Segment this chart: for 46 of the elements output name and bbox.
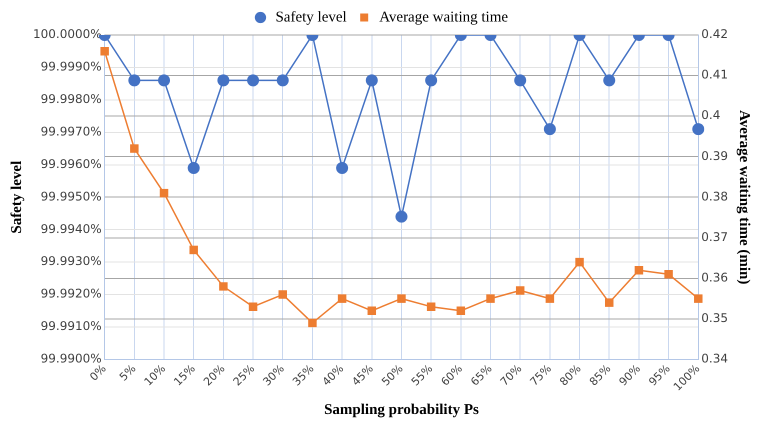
y-tick-label: 99.9950% (40, 189, 102, 204)
y-tick-label: 99.9920% (40, 286, 102, 301)
point (100, 46, 109, 56)
y-tick-label: 99.9910% (40, 319, 102, 334)
point (189, 246, 198, 254)
y2-tick-label: 0.36 (701, 270, 728, 284)
point (546, 294, 554, 303)
point (634, 266, 644, 274)
point (338, 294, 346, 303)
y2-tick-label: 0.34 (701, 352, 728, 366)
point (219, 282, 228, 291)
y-tick-label: 99.9960% (40, 156, 102, 171)
point (694, 294, 703, 303)
y-tick-label: 99.9970% (40, 124, 102, 138)
y-tick-label: 99.9930% (40, 254, 102, 268)
y-tick-label: 100.0000% (32, 27, 102, 42)
point (516, 286, 524, 295)
point (486, 294, 495, 303)
y-tick-label: 99.9940% (40, 222, 102, 236)
y2-tick-label: 0.4 (701, 108, 720, 122)
y2-tick-label: 0.37 (701, 230, 728, 244)
y2-axis-title: Average waiting time (min) (736, 110, 752, 284)
point (426, 302, 436, 311)
y2-tick-label: 0.42 (701, 27, 728, 42)
point (160, 188, 168, 198)
y-axis-title: Safety level (8, 160, 25, 234)
x-tick-label: 5% (116, 362, 138, 384)
legend-label: Average waiting time (379, 9, 508, 26)
y2-tick-label: 0.41 (701, 68, 728, 82)
y2-tick-label: 0.39 (701, 148, 728, 163)
point (308, 318, 317, 328)
point (575, 258, 584, 266)
point (397, 294, 406, 303)
point (604, 298, 614, 307)
x-axis-title: Sampling probability Ps (324, 402, 480, 418)
y2-tick-label: 0.38 (701, 189, 728, 204)
y-tick-label: 99.9980% (40, 92, 102, 106)
point (456, 306, 466, 316)
legend-label: Safety level (275, 9, 347, 26)
point (130, 144, 139, 153)
point (368, 306, 376, 316)
point (248, 302, 258, 311)
y-tick-label: 99.9990% (40, 60, 102, 74)
point (278, 290, 287, 299)
y2-tick-label: 0.35 (701, 311, 728, 325)
point (664, 270, 673, 279)
